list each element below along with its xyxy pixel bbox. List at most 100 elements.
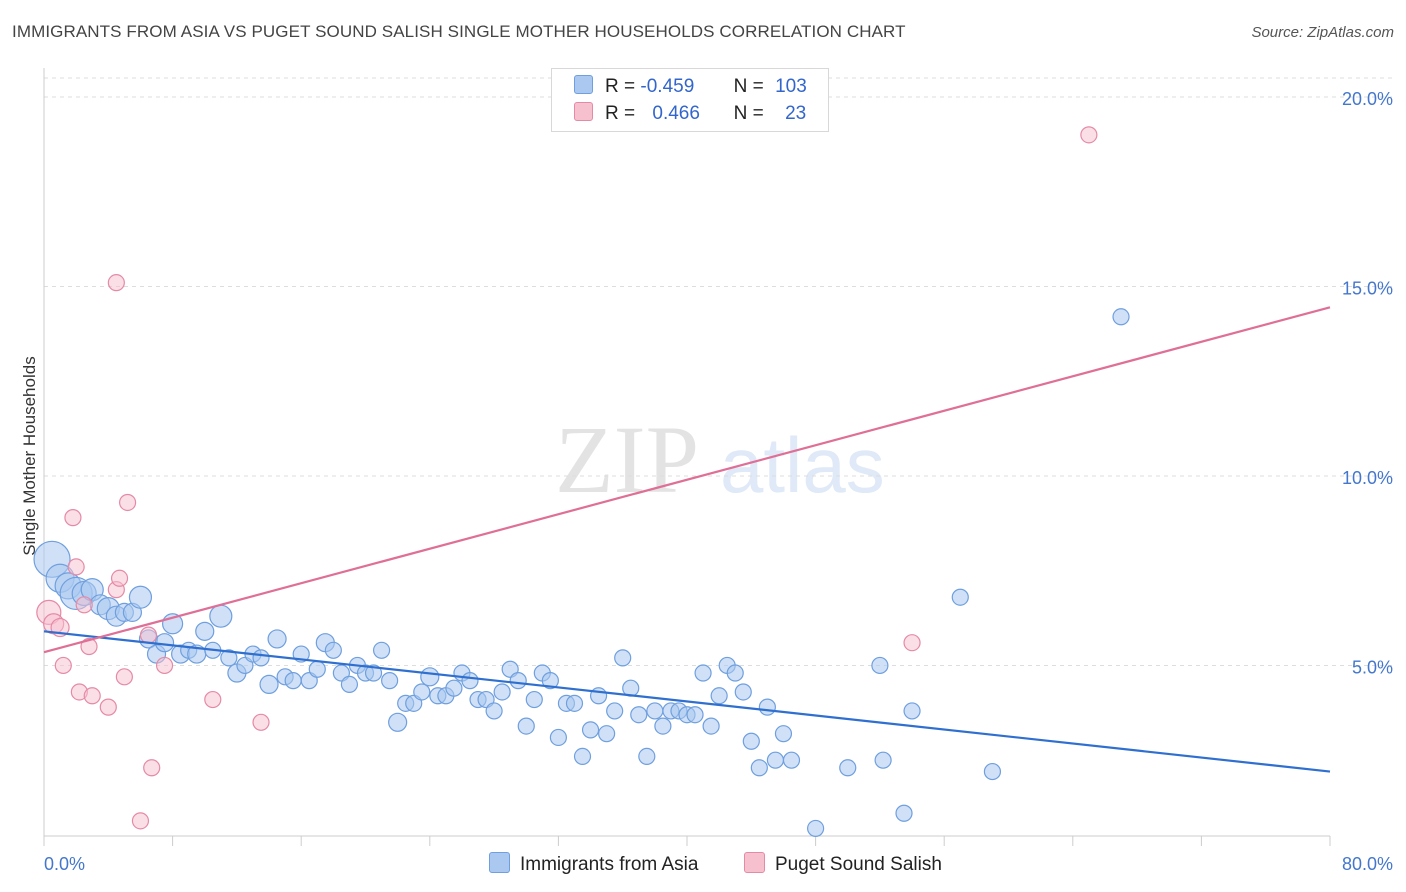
salish-point-21 xyxy=(252,713,270,731)
asia-point-66 xyxy=(573,747,592,766)
asia-point-70 xyxy=(606,702,624,720)
chart-source: Source: ZipAtlas.com xyxy=(1251,24,1394,41)
y-tick-label-2: 15.0% xyxy=(1342,278,1393,298)
y-tick-label-1: 10.0% xyxy=(1342,468,1393,488)
chart-title: IMMIGRANTS FROM ASIA VS PUGET SOUND SALI… xyxy=(12,22,906,41)
salish-point-15 xyxy=(118,493,137,512)
asia-point-37 xyxy=(340,675,359,694)
asia-point-11 xyxy=(128,585,153,609)
asia-point-42 xyxy=(381,672,399,690)
bottom-legend-asia: Immigrants from Asia xyxy=(489,852,698,876)
salish-point-8 xyxy=(80,637,98,656)
bottom-legend-swatch-salish xyxy=(744,852,765,873)
asia-point-82 xyxy=(702,717,720,735)
legend-asia-r-value: -0.459 xyxy=(640,76,695,97)
asia-point-69 xyxy=(598,725,616,743)
asia-point-85 xyxy=(726,664,744,682)
asia-point-30 xyxy=(284,672,302,690)
salish-point-23 xyxy=(1080,126,1098,144)
salish-point-14 xyxy=(115,668,133,686)
asia-point-92 xyxy=(782,751,801,769)
trend-lines xyxy=(43,306,1331,773)
asia-point-83 xyxy=(710,687,728,705)
asia-point-81 xyxy=(694,664,712,682)
axes xyxy=(43,68,1331,846)
asia-point-43 xyxy=(388,712,408,732)
salish-point-9 xyxy=(83,687,101,705)
asia-point-19 xyxy=(195,621,215,641)
asia-point-62 xyxy=(541,672,559,690)
asia-point-35 xyxy=(324,641,342,659)
asia-point-95 xyxy=(871,656,889,675)
bottom-legend-label-salish: Puget Sound Salish xyxy=(775,854,942,875)
asia-point-91 xyxy=(774,725,793,743)
asia-trend-line xyxy=(43,630,1331,773)
asia-point-60 xyxy=(525,690,543,709)
asia-point-90 xyxy=(766,751,785,769)
asia-point-40 xyxy=(364,664,383,682)
asia-point-26 xyxy=(252,649,270,667)
x-tick-labels: 0.0% 80.0% xyxy=(44,854,1393,874)
salish-point-20 xyxy=(204,690,222,709)
watermark-atlas: atlas xyxy=(720,421,885,509)
asia-point-67 xyxy=(581,721,600,739)
asia-point-41 xyxy=(372,641,391,659)
salish-point-7 xyxy=(75,596,93,614)
salish-point-4 xyxy=(64,509,82,527)
salish-point-17 xyxy=(139,626,158,644)
asia-point-99 xyxy=(951,588,969,606)
asia-point-63 xyxy=(549,728,568,747)
asia-point-76 xyxy=(654,717,672,735)
asia-point-52 xyxy=(461,672,479,690)
asia-point-47 xyxy=(420,667,440,687)
asia-point-93 xyxy=(806,819,825,838)
asia-point-74 xyxy=(638,747,656,766)
asia-point-28 xyxy=(267,629,287,649)
salish-point-10 xyxy=(99,698,117,716)
legend-row-salish: R = 0.466 N = 23 xyxy=(574,102,806,126)
bottom-legend-salish: Puget Sound Salish xyxy=(744,852,942,876)
asia-point-88 xyxy=(750,759,768,777)
watermark: ZIP atlas xyxy=(555,406,885,513)
salish-point-13 xyxy=(110,569,129,587)
legend-swatch-salish xyxy=(574,102,593,121)
asia-point-86 xyxy=(734,683,752,701)
asia-point-22 xyxy=(220,649,238,667)
legend-row-asia: R = -0.459 N = 103 xyxy=(574,75,807,99)
asia-point-33 xyxy=(308,660,326,678)
y-tick-label-3: 20.0% xyxy=(1342,89,1393,109)
salish-point-18 xyxy=(143,759,161,777)
asia-point-75 xyxy=(646,702,664,720)
asia-point-87 xyxy=(742,732,760,750)
salish-point-3 xyxy=(54,656,72,675)
asia-point-94 xyxy=(839,759,857,777)
asia-point-100 xyxy=(983,762,1002,781)
y-tick-labels: 5.0% 10.0% 15.0% 20.0% xyxy=(1342,89,1393,678)
asia-point-27 xyxy=(259,674,279,695)
salish-point-16 xyxy=(131,812,150,830)
salish-point-19 xyxy=(155,656,174,675)
bottom-legend-swatch-asia xyxy=(489,852,510,873)
salish-point-12 xyxy=(107,274,125,292)
legend: R = -0.459 N = 103 R = 0.466 N = 23 xyxy=(551,68,829,132)
asia-point-101 xyxy=(1112,308,1130,326)
legend-salish-r-value: 0.466 xyxy=(652,103,700,124)
asia-point-89 xyxy=(758,698,776,716)
series-asia-points xyxy=(33,308,1130,838)
asia-point-73 xyxy=(630,706,648,724)
asia-point-50 xyxy=(445,679,463,697)
asia-point-56 xyxy=(493,683,511,701)
legend-swatch-asia xyxy=(574,75,593,94)
legend-asia-r-label: R = xyxy=(605,76,636,97)
asia-point-97 xyxy=(895,804,913,822)
salish-point-5 xyxy=(67,558,85,576)
legend-salish-n-label: N = xyxy=(733,103,764,124)
legend-salish-n-value: 23 xyxy=(785,103,807,124)
asia-point-55 xyxy=(485,702,503,720)
asia-point-59 xyxy=(517,717,535,735)
grid xyxy=(44,77,1395,666)
legend-salish-r-label: R = xyxy=(605,103,636,124)
legend-asia-n-value: 103 xyxy=(775,76,807,97)
series-salish-points xyxy=(36,126,1098,830)
